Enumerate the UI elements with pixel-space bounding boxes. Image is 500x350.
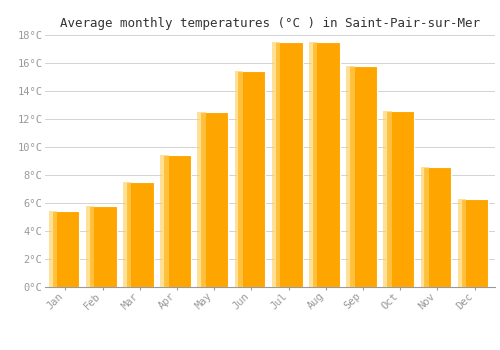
Bar	[384, 111, 392, 287]
Bar	[272, 42, 280, 287]
Bar	[163, 155, 191, 287]
Bar	[460, 199, 488, 287]
Bar	[86, 206, 94, 287]
Bar	[126, 182, 154, 287]
Bar	[309, 42, 318, 287]
Title: Average monthly temperatures (°C ) in Saint-Pair-sur-Mer: Average monthly temperatures (°C ) in Sa…	[60, 17, 480, 30]
Bar	[52, 211, 80, 287]
Bar	[160, 155, 168, 287]
Bar	[123, 182, 132, 287]
Bar	[238, 71, 266, 287]
Bar	[424, 167, 452, 287]
Bar	[274, 42, 302, 287]
Bar	[88, 206, 117, 287]
Bar	[198, 112, 206, 287]
Bar	[349, 66, 377, 287]
Bar	[346, 66, 354, 287]
Bar	[420, 167, 429, 287]
Bar	[234, 71, 243, 287]
Bar	[386, 111, 414, 287]
Bar	[48, 211, 57, 287]
Bar	[200, 112, 228, 287]
Bar	[458, 199, 466, 287]
Bar	[312, 42, 340, 287]
